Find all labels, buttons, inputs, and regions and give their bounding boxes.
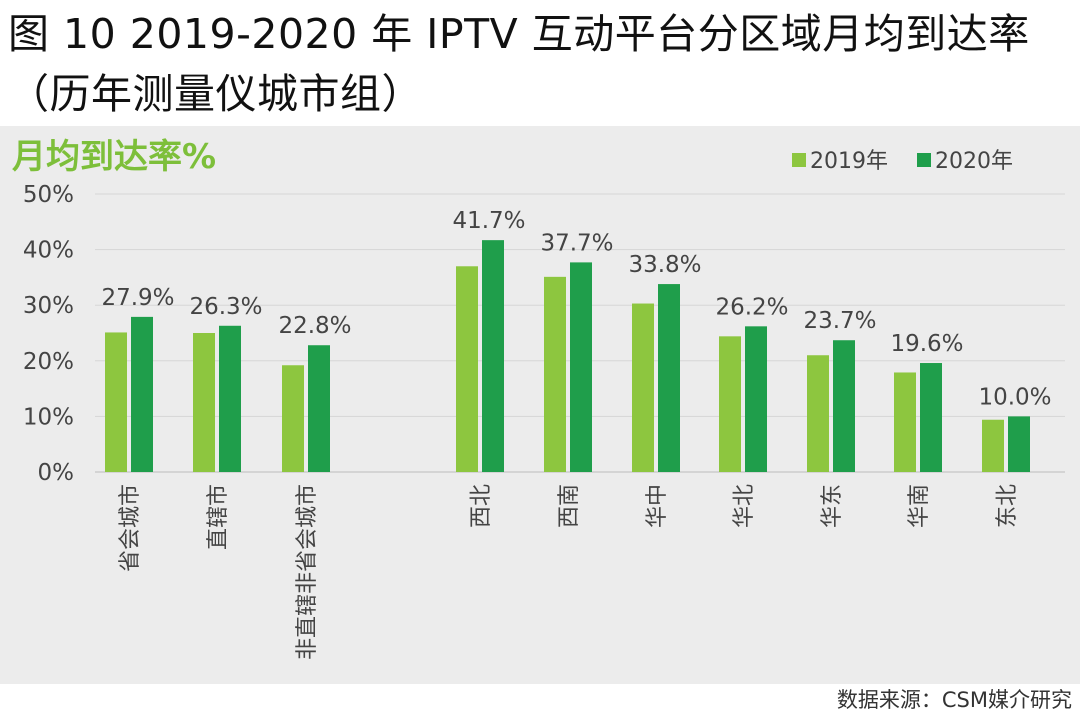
bar-2020-7 [833, 340, 855, 472]
bar-2019-3 [456, 266, 478, 472]
y-tick-label: 50% [23, 182, 74, 208]
y-tick-label: 20% [23, 349, 74, 375]
bar-2020-3 [482, 240, 504, 472]
figure-title: 图 10 2019-2020 年 IPTV 互动平台分区域月均到达率（历年测量仪… [8, 10, 1030, 118]
bar-2020-5 [658, 284, 680, 472]
bar-chart: 0% 10% 20% 30% 40% 50% 27.9% 26.3% 22.8% 41.7% 37… [12, 137, 1065, 660]
bar-2020-0 [131, 316, 153, 472]
bar-2019-5 [632, 303, 654, 472]
data-label: 26.3% [189, 294, 262, 320]
category-label: 东北 [995, 484, 1020, 528]
data-label: 22.8% [278, 313, 351, 339]
y-tick-label: 30% [23, 293, 74, 319]
data-label: 23.7% [803, 308, 876, 334]
y-axis-label: 月均到达率% [12, 137, 216, 177]
category-label: 西北 [469, 484, 494, 528]
bars [105, 240, 1030, 472]
bar-2020-9 [1008, 416, 1030, 472]
legend: 2019年 2020年 [792, 149, 1013, 174]
y-axis-ticks: 0% 10% 20% 30% 40% 50% [23, 182, 74, 486]
category-label: 省会城市 [118, 484, 143, 572]
bar-2020-8 [920, 363, 942, 472]
legend-label: 2019年 [810, 149, 888, 174]
category-label: 华南 [907, 484, 932, 528]
legend-swatch [792, 153, 806, 167]
data-labels: 27.9% 26.3% 22.8% 41.7% 37.7% 33.8% 26.2% 23.7%… [101, 208, 1051, 410]
bar-2020-2 [308, 345, 330, 472]
bar-2020-6 [745, 326, 767, 472]
source-note: 数据来源：CSM媒介研究 [836, 688, 1072, 712]
y-tick-label: 0% [38, 460, 75, 486]
data-label: 27.9% [101, 285, 174, 311]
data-label: 19.6% [890, 331, 963, 357]
data-label: 41.7% [452, 208, 525, 234]
category-label: 华中 [645, 484, 670, 528]
category-label: 西南 [557, 484, 582, 528]
data-label: 33.8% [628, 252, 701, 278]
category-label: 直辖市 [206, 484, 231, 550]
bar-2019-9 [982, 419, 1004, 472]
bar-2020-4 [570, 262, 592, 472]
bar-2019-7 [807, 355, 829, 472]
legend-label: 2020年 [935, 149, 1013, 174]
data-label: 10.0% [978, 384, 1051, 410]
y-tick-label: 10% [23, 404, 74, 430]
y-tick-label: 40% [23, 238, 74, 264]
bar-2019-6 [719, 336, 741, 472]
bar-2020-1 [219, 325, 241, 472]
legend-swatch [917, 153, 931, 167]
bar-2019-1 [193, 333, 215, 472]
bar-2019-0 [105, 332, 127, 472]
category-label: 华东 [820, 484, 845, 528]
bar-2019-4 [544, 276, 566, 472]
data-label: 26.2% [715, 294, 788, 320]
bar-2019-2 [282, 365, 304, 472]
category-label: 非直辖非省会城市 [295, 484, 320, 660]
category-label: 华北 [732, 484, 757, 528]
bar-2019-8 [894, 372, 916, 472]
data-label: 37.7% [540, 230, 613, 256]
category-labels: 省会城市 直辖市 非直辖非省会城市 西北 西南 华中 华北 华东 华南 东北 [118, 484, 1020, 660]
